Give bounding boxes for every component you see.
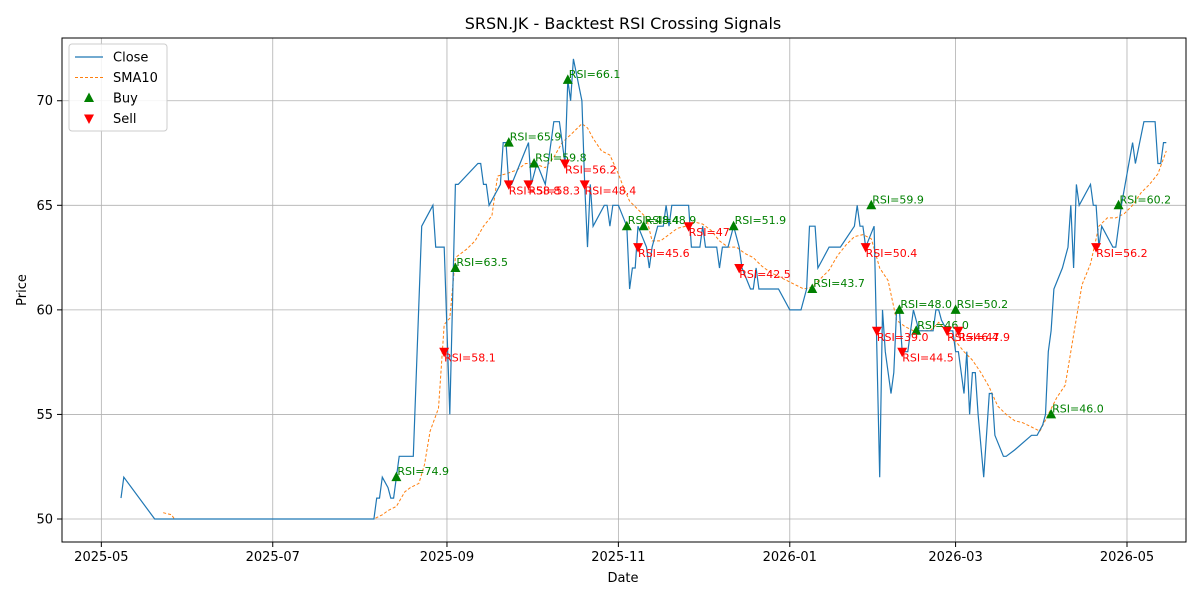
buy-label: RSI=50.2 xyxy=(957,298,1009,311)
y-tick-label: 65 xyxy=(36,199,53,214)
sell-label: RSI=44.5 xyxy=(902,352,954,365)
y-tick-label: 50 xyxy=(36,512,53,527)
sell-label: RSI=39.0 xyxy=(877,331,929,344)
x-axis-label: Date xyxy=(607,571,638,586)
sma10-series xyxy=(163,123,1167,520)
buy-label: RSI=51.9 xyxy=(735,214,787,227)
buy-marker xyxy=(1113,199,1124,210)
buy-marker xyxy=(621,220,632,231)
sma10-line xyxy=(163,123,1167,520)
plot-area-frame xyxy=(61,37,1187,543)
buy-label: RSI=60.2 xyxy=(1120,193,1172,206)
buy-marker xyxy=(638,220,649,231)
x-axis: 2025-05 2025-07 2025-09 2025-11 2026-01 2026-… xyxy=(74,542,1154,565)
sell-marker xyxy=(439,347,450,358)
sell-label: RSI=45.6 xyxy=(638,247,690,260)
sell-marker xyxy=(871,326,882,337)
legend-label: Sell xyxy=(113,112,136,127)
sell-marker xyxy=(683,222,694,232)
chart-title: SRSN.JK - Backtest RSI Crossing Signals xyxy=(465,14,782,33)
y-tick-label: 70 xyxy=(36,94,53,109)
buy-label: RSI=74.9 xyxy=(397,465,449,478)
buy-marker xyxy=(950,304,961,314)
buy-signals: RSI=74.9 RSI=63.5 RSI=65.9 RSI=59.8 RSI=66.1… xyxy=(391,68,1172,482)
x-tick-label: 2026-03 xyxy=(928,550,982,565)
buy-label: RSI=63.5 xyxy=(456,256,508,269)
close-series xyxy=(120,58,1167,520)
sell-marker xyxy=(897,347,908,358)
sell-marker xyxy=(734,264,745,274)
legend: Close SMA10 Buy Sell xyxy=(68,43,168,132)
sell-label: RSI=56.2 xyxy=(1096,247,1148,260)
legend-swatch-sell xyxy=(84,114,94,124)
buy-marker xyxy=(1046,408,1057,419)
sell-marker xyxy=(1091,243,1102,253)
x-tick-label: 2025-09 xyxy=(420,550,474,565)
x-tick-label: 2025-11 xyxy=(591,550,645,565)
sell-label: RSI=56.2 xyxy=(565,163,617,176)
sell-label: RSI=42.5 xyxy=(739,268,791,281)
legend-label: SMA10 xyxy=(113,71,158,86)
buy-label: RSI=48.0 xyxy=(900,298,952,311)
buy-label: RSI=48.9 xyxy=(645,214,697,227)
buy-label: RSI=59.8 xyxy=(535,151,587,164)
sell-label: RSI=58.3 xyxy=(528,184,580,197)
buy-marker xyxy=(911,325,922,335)
sell-marker xyxy=(523,180,534,190)
sell-marker xyxy=(942,326,953,337)
buy-marker xyxy=(503,137,514,147)
x-tick-label: 2025-07 xyxy=(246,550,300,565)
buy-marker xyxy=(728,220,739,231)
sell-marker xyxy=(633,243,644,253)
sell-marker xyxy=(579,180,590,190)
y-tick-label: 60 xyxy=(36,303,53,318)
sell-label: RSI=50.4 xyxy=(866,247,918,260)
close-line xyxy=(120,58,1167,520)
legend-label: Close xyxy=(113,51,148,66)
buy-label: RSI=65.9 xyxy=(510,131,562,144)
buy-marker xyxy=(450,262,461,273)
y-tick-label: 55 xyxy=(36,408,53,423)
legend-box xyxy=(68,43,168,132)
sell-marker xyxy=(503,180,514,190)
sell-label: RSI=58.8 xyxy=(509,184,561,197)
buy-marker xyxy=(391,471,402,482)
legend-label: Buy xyxy=(113,92,138,107)
x-tick-label: 2025-05 xyxy=(74,550,128,565)
buy-marker xyxy=(866,199,877,210)
buy-marker xyxy=(807,283,818,293)
sell-label: RSI=48.4 xyxy=(585,184,637,197)
sell-marker xyxy=(953,326,964,337)
sell-label: RSI=47 xyxy=(689,226,730,239)
buy-label: RSI=59.9 xyxy=(872,193,924,206)
sell-label: RSI=46.4 xyxy=(947,331,999,344)
buy-marker xyxy=(894,304,905,314)
buy-label: RSI=43.7 xyxy=(813,277,865,290)
sell-label: RSI=58.1 xyxy=(444,352,496,365)
buy-label: RSI=66.1 xyxy=(569,68,621,81)
y-axis-label: Price xyxy=(15,274,30,306)
buy-marker xyxy=(562,74,573,84)
x-tick-label: 2026-01 xyxy=(763,550,817,565)
y-axis: 50 55 60 65 70 xyxy=(36,94,62,527)
legend-swatch-buy xyxy=(84,92,94,102)
sell-marker xyxy=(559,159,570,169)
sell-marker xyxy=(860,243,871,253)
grid xyxy=(62,38,1186,542)
buy-marker xyxy=(529,157,540,168)
x-tick-label: 2026-05 xyxy=(1100,550,1154,565)
buy-label: RSI=48.4 xyxy=(628,214,680,227)
sell-label: RSI=47.9 xyxy=(958,331,1010,344)
buy-label: RSI=46.0 xyxy=(1052,402,1104,415)
